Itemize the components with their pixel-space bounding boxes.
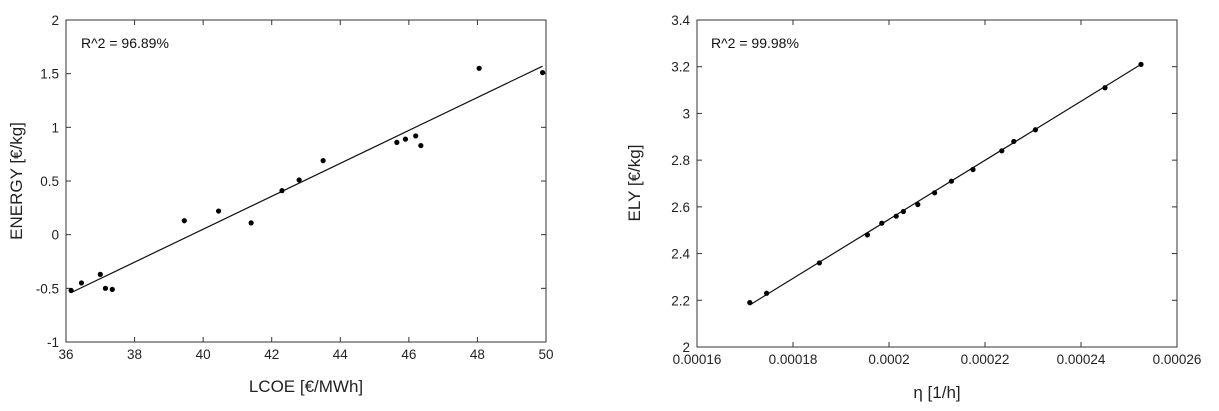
chart-ely-vs-eta: R^2 = 99.98% η [1/h] ELY [€/kg] 0.00016 0… xyxy=(625,13,1201,402)
x-axis-label: η [1/h] xyxy=(913,383,960,402)
data-point xyxy=(816,260,823,266)
y-tick-label: 2.4 xyxy=(671,247,690,262)
y-tick-label: 2 xyxy=(682,340,690,355)
axis-ticks: 0.00016 0.00018 0.0002 0.00022 0.00024 0.0002… xyxy=(671,13,1201,367)
y-tick-label: 2 xyxy=(51,13,59,28)
data-point xyxy=(215,208,222,214)
data-point xyxy=(970,166,976,173)
regression-fit-line xyxy=(70,65,543,294)
data-point xyxy=(747,300,753,306)
y-tick-label: 1.5 xyxy=(40,67,59,82)
y-tick-label: 2.2 xyxy=(671,293,690,308)
data-point xyxy=(476,65,482,71)
x-tick-label: 0.00024 xyxy=(1057,352,1106,367)
data-points xyxy=(747,61,1144,306)
chart-energy-vs-lcoe: R^2 = 96.89% LCOE [€/MWh] ENERGY [€/kg] … xyxy=(7,13,554,396)
plot-area-frame xyxy=(696,19,1178,348)
x-tick-label: 44 xyxy=(333,347,349,362)
data-point xyxy=(109,286,115,293)
data-point xyxy=(893,213,899,219)
data-point xyxy=(915,201,921,208)
regression-fit-line xyxy=(749,63,1142,306)
data-point xyxy=(320,158,326,164)
y-axis-label: ELY [€/kg] xyxy=(625,145,644,222)
data-point xyxy=(999,148,1005,154)
data-point xyxy=(948,178,955,184)
data-point xyxy=(900,208,907,215)
data-point xyxy=(402,136,409,142)
data-point xyxy=(102,285,109,291)
x-tick-label: 38 xyxy=(127,347,142,362)
y-axis-label: ENERGY [€/kg] xyxy=(7,122,26,240)
y-tick-label: -0.5 xyxy=(36,281,59,296)
y-tick-label: 3.4 xyxy=(671,13,690,28)
y-tick-label: 0 xyxy=(51,228,59,243)
fit-line-group xyxy=(749,63,1142,306)
data-point xyxy=(279,188,285,194)
data-point xyxy=(394,139,400,145)
data-point xyxy=(248,220,254,226)
x-tick-label: 42 xyxy=(264,347,279,362)
x-tick-label: 0.00022 xyxy=(961,352,1010,367)
x-tick-label: 0.0002 xyxy=(868,352,909,367)
data-point xyxy=(296,177,302,183)
data-point xyxy=(1102,85,1108,91)
axis-ticks: 36 38 40 42 44 46 48 50 -1 -0.5 0 0.5 1 1.5 2 xyxy=(36,13,554,362)
data-point xyxy=(539,69,546,76)
y-tick-label: 1 xyxy=(51,120,59,135)
x-tick-label: 50 xyxy=(538,347,553,362)
data-point xyxy=(1011,138,1017,145)
x-axis-label: LCOE [€/MWh] xyxy=(249,377,363,396)
y-tick-label: 3 xyxy=(682,106,690,121)
data-point xyxy=(879,220,885,226)
y-tick-label: 2.6 xyxy=(671,200,690,215)
y-tick-label: 0.5 xyxy=(40,174,59,189)
r-squared-annotation: R^2 = 99.98% xyxy=(711,35,799,51)
data-point xyxy=(78,280,85,286)
fit-line-group xyxy=(70,65,543,294)
data-point xyxy=(864,232,871,238)
data-points xyxy=(68,65,546,294)
x-tick-label: 0.00018 xyxy=(769,352,818,367)
data-point xyxy=(68,287,74,294)
x-tick-label: 48 xyxy=(470,347,485,362)
x-tick-label: 0.00016 xyxy=(673,352,722,367)
x-tick-label: 40 xyxy=(196,347,211,362)
data-point xyxy=(1032,127,1038,133)
x-tick-label: 46 xyxy=(401,347,416,362)
data-point xyxy=(1138,61,1144,67)
data-point xyxy=(418,142,424,149)
r-squared-annotation: R^2 = 96.89% xyxy=(81,35,169,51)
x-tick-label: 36 xyxy=(58,347,73,362)
data-point xyxy=(932,190,938,196)
y-tick-label: 2.8 xyxy=(671,153,690,168)
plot-area-frame xyxy=(65,19,547,343)
data-point xyxy=(181,218,187,224)
data-point xyxy=(764,290,770,296)
y-tick-label: -1 xyxy=(47,335,59,350)
x-tick-label: 0.00026 xyxy=(1153,352,1202,367)
data-point xyxy=(413,133,419,139)
data-point xyxy=(97,271,103,277)
y-tick-label: 3.2 xyxy=(671,60,690,75)
